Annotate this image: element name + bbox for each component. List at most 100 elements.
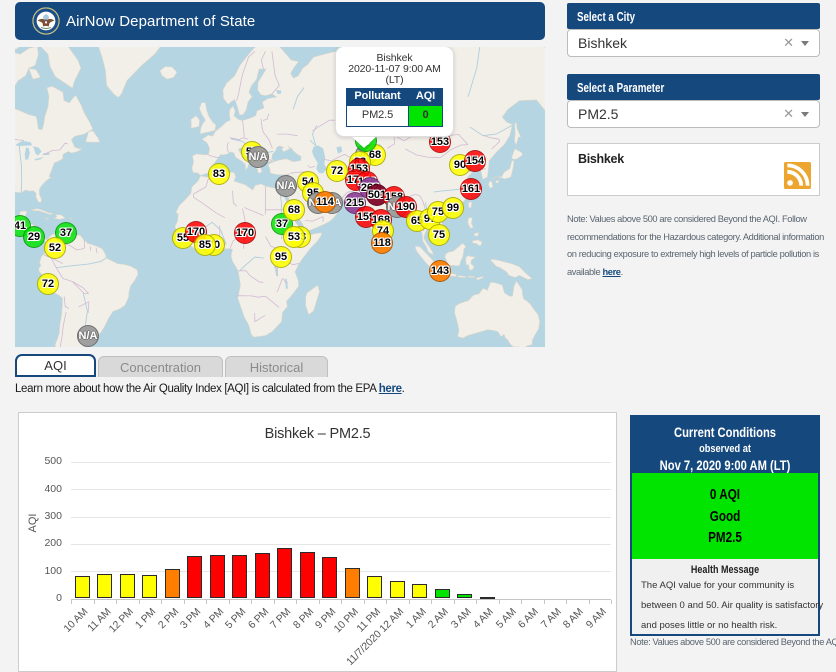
chart-x-axis xyxy=(71,598,611,600)
chart-xtick xyxy=(431,599,432,604)
aqi-marker[interactable]: 501 xyxy=(366,184,388,206)
city-caret-icon[interactable] xyxy=(801,40,809,46)
rss-icon[interactable] xyxy=(784,162,811,189)
aqi-marker[interactable]: 99 xyxy=(442,197,464,219)
chart-bar[interactable] xyxy=(299,552,315,599)
chart-ytick-label: 500 xyxy=(44,455,62,468)
chart-xtick xyxy=(521,599,522,604)
tooltip-tail xyxy=(352,137,376,148)
chart-bar[interactable] xyxy=(142,575,158,599)
aqi-marker[interactable]: 143 xyxy=(429,260,451,282)
aqi-marker[interactable]: 170 xyxy=(234,222,256,244)
current-aqi-box: 0 AQI Good PM2.5 xyxy=(632,473,818,559)
world-map xyxy=(15,47,545,347)
tab-concentration[interactable]: Concentration xyxy=(98,356,223,377)
chart-ytick-label: 400 xyxy=(44,482,62,495)
aqi-marker[interactable]: 52 xyxy=(44,237,66,259)
chart-bar[interactable] xyxy=(367,575,383,599)
chart-xtick xyxy=(228,599,230,604)
aqi-marker[interactable]: 68 xyxy=(283,199,305,221)
aqi-marker[interactable]: 85 xyxy=(194,234,216,256)
aqi-marker[interactable]: 114 xyxy=(314,191,336,213)
chart-xtick xyxy=(386,599,387,604)
tab-aqi[interactable]: AQI xyxy=(15,354,96,377)
chart-xtick xyxy=(138,599,140,604)
parameter-select-value: PM2.5 xyxy=(578,106,619,122)
chart-title: Bishkek – PM2.5 xyxy=(264,426,371,442)
chart-xtick xyxy=(498,599,500,604)
app-header: AirNow Department of State xyxy=(15,2,545,40)
chart-xtick xyxy=(588,599,590,604)
chart-xtick xyxy=(543,599,545,604)
tooltip-datetime: 2020-11-07 9:00 AM xyxy=(348,62,441,75)
tooltip-col-pollutant: Pollutant xyxy=(346,88,409,107)
current-aqi-category: Good xyxy=(709,507,741,525)
parameter-clear-icon[interactable]: ✕ xyxy=(783,106,794,121)
chart-xtick xyxy=(318,599,320,604)
aqi-marker[interactable]: 75 xyxy=(428,224,450,246)
chart-xtick xyxy=(161,599,162,604)
current-aqi-value: 0 AQI xyxy=(709,486,741,503)
current-conditions-header: Current Conditions observed at Nov 7, 20… xyxy=(632,417,818,473)
aqi-marker[interactable]: 161 xyxy=(460,178,482,200)
aqi-marker[interactable]: 154 xyxy=(464,150,486,172)
city-clear-icon[interactable]: ✕ xyxy=(783,35,794,50)
chart-bar[interactable] xyxy=(119,573,135,599)
chart-bar[interactable] xyxy=(322,556,338,599)
feed-city-title: Bishkek xyxy=(578,152,624,166)
chart-bar[interactable] xyxy=(209,554,225,599)
aqi-marker[interactable]: 95 xyxy=(270,246,292,268)
aqi-marker[interactable]: N/A xyxy=(275,175,297,197)
chart-xtick xyxy=(476,599,477,604)
bottom-note: Note: Values above 500 are considered Be… xyxy=(630,637,836,647)
chart-xtick xyxy=(93,599,95,604)
chart-xtick xyxy=(273,599,275,604)
tab-historical[interactable]: Historical xyxy=(225,356,328,377)
current-conditions-panel: Current Conditions observed at Nov 7, 20… xyxy=(630,415,823,636)
aqi-marker[interactable]: 29 xyxy=(23,226,45,248)
parameter-select[interactable]: PM2.5 ✕ xyxy=(567,100,820,128)
aqi-marker[interactable]: N/A xyxy=(247,146,269,168)
aqi-world-map[interactable]: 4129375272N/A8356N/AN/A55170708517037685… xyxy=(15,47,545,347)
chart-bar[interactable] xyxy=(97,573,113,599)
note-here-link[interactable]: here xyxy=(602,266,621,277)
aqi-marker[interactable]: 118 xyxy=(371,232,393,254)
chart-xtick xyxy=(206,599,207,604)
chart-bar[interactable] xyxy=(479,596,495,599)
chart-xtick xyxy=(116,599,117,604)
tooltip-city: Bishkek xyxy=(376,52,413,64)
chart-bar[interactable] xyxy=(254,553,270,599)
chart-bar[interactable] xyxy=(344,568,360,599)
chart-xtick xyxy=(611,599,612,604)
aqi-marker[interactable]: 83 xyxy=(208,163,230,185)
chart-bar[interactable] xyxy=(164,569,180,599)
chart-bar[interactable] xyxy=(232,554,248,599)
chart-ytick-label: 0 xyxy=(56,592,62,604)
chart-ytick-label: 200 xyxy=(44,537,62,550)
chart-bar[interactable] xyxy=(277,547,293,599)
aqi-marker[interactable]: 72 xyxy=(37,273,59,295)
learn-more-text: Learn more about how the Air Quality Ind… xyxy=(15,383,405,395)
parameter-caret-icon[interactable] xyxy=(801,111,809,117)
chart-xtick xyxy=(363,599,365,604)
chart-bar[interactable] xyxy=(457,593,473,599)
chart-bar[interactable] xyxy=(389,580,405,599)
aqi-marker[interactable]: N/A xyxy=(77,325,99,347)
chart-bar[interactable] xyxy=(187,556,203,599)
select-city-header: Select a City xyxy=(567,3,820,29)
aqi-marker[interactable]: 53 xyxy=(283,226,305,248)
city-select-value: Bishkek xyxy=(578,35,628,51)
chart-gridline xyxy=(71,461,611,463)
epa-here-link[interactable]: here xyxy=(378,383,402,395)
tooltip-table: Pollutant AQI PM2.5 0 xyxy=(346,88,443,127)
chart-gridline xyxy=(71,489,611,491)
chart-bar[interactable] xyxy=(74,576,90,599)
chart-gridline xyxy=(71,543,611,545)
city-select[interactable]: Bishkek ✕ xyxy=(567,29,820,57)
chart-bar[interactable] xyxy=(412,584,428,599)
current-aqi-pollutant: PM2.5 xyxy=(708,529,742,546)
tooltip-col-aqi: AQI xyxy=(408,88,443,107)
chart-xtick xyxy=(341,599,342,604)
chart-xtick xyxy=(251,599,252,604)
chart-bar[interactable] xyxy=(434,589,450,599)
